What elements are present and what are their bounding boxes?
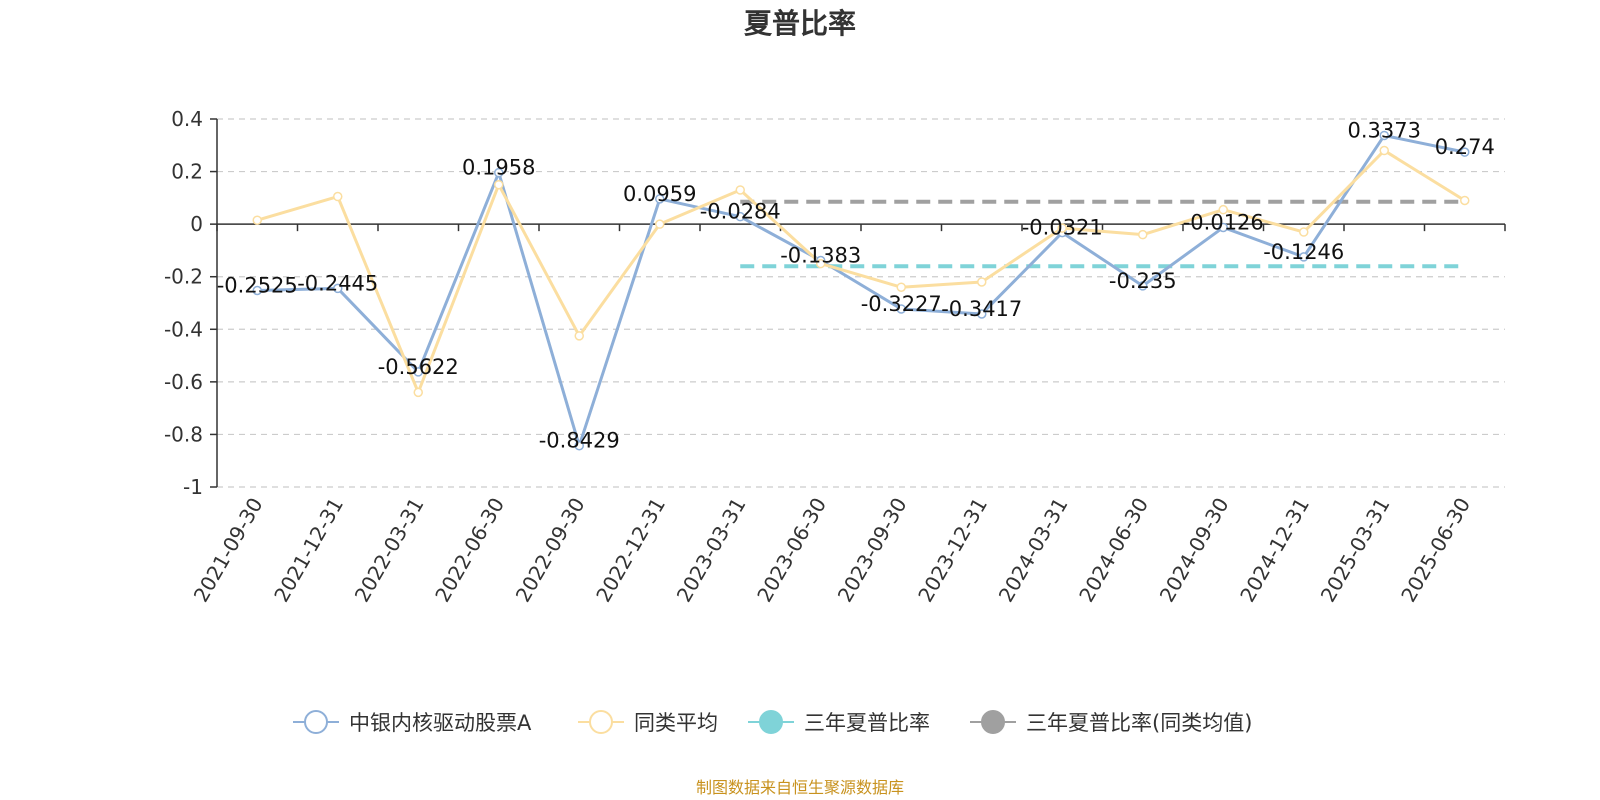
x-tick-label: 2024-12-31 (1235, 494, 1314, 607)
footer-source: 制图数据来自恒生聚源数据库 (696, 778, 904, 797)
data-label: -0.0126 (1183, 210, 1264, 234)
data-point (252, 285, 262, 296)
data-label: -0.3417 (941, 297, 1022, 321)
chart-title: 夏普比率 (744, 7, 856, 40)
y-tick-label: -0.6 (164, 370, 203, 394)
series-line-1 (256, 149, 1466, 394)
y-tick-label: -0.8 (164, 422, 203, 446)
y-axis-ticks: 0.4 0.2 0 -0.2 -0.4 -0.6 -0.8 -1 (164, 107, 217, 499)
legend: 中银内核驱动股票A 同类平均 三年夏普比率 三年夏普比率(同类均值) (293, 710, 1252, 735)
data-point (1299, 227, 1309, 237)
legend-marker (759, 710, 783, 734)
x-tick-label: 2025-03-31 (1316, 494, 1395, 607)
data-point (1138, 281, 1148, 291)
y-tick-label: -0.2 (164, 265, 203, 289)
data-point (655, 194, 665, 204)
data-point (1218, 222, 1228, 233)
x-tick-label: 2024-03-31 (994, 494, 1073, 607)
x-tick-label: 2021-09-30 (189, 494, 268, 607)
data-point (1299, 252, 1309, 262)
legend-marker (304, 710, 328, 734)
data-point (494, 179, 504, 190)
data-point (1379, 130, 1389, 141)
data-point (977, 277, 987, 287)
x-tick-label: 2025-06-30 (1396, 494, 1475, 607)
data-label: -0.2525 (217, 274, 298, 298)
data-point (333, 283, 343, 294)
data-label: 0.1958 (462, 156, 535, 180)
reference-lines (740, 199, 1465, 269)
data-label: -0.3227 (861, 292, 942, 316)
x-axis-ticks: 2021-09-30 2021-12-31 2022-03-31 2022-06-30… (189, 224, 1506, 607)
x-tick-label: 2023-09-30 (833, 494, 912, 607)
data-point (413, 367, 423, 377)
x-tick-label: 2022-12-31 (591, 494, 670, 607)
data-label: -0.5622 (378, 355, 459, 379)
legend-label: 三年夏普比率 (804, 711, 930, 735)
data-point (1460, 147, 1470, 157)
x-tick-label: 2022-06-30 (430, 494, 509, 607)
y-tick-label: -0.4 (164, 317, 203, 341)
legend-label: 中银内核驱动股票A (349, 711, 532, 735)
data-point (735, 185, 745, 195)
x-tick-label: 2021-12-31 (269, 494, 348, 607)
data-point (1460, 195, 1470, 206)
data-label: -0.2445 (297, 271, 378, 295)
data-label: -0.0321 (1022, 216, 1103, 240)
series-line-0 (257, 133, 1466, 448)
data-label: 0.0959 (623, 182, 696, 206)
data-point (494, 167, 504, 178)
x-tick-label: 2023-03-31 (672, 494, 751, 607)
x-tick-label: 2022-09-30 (511, 494, 590, 607)
data-point (655, 219, 665, 229)
series-points (252, 130, 1470, 451)
y-tick-label: 0.2 (171, 160, 203, 184)
data-point (896, 282, 906, 292)
data-labels: -0.2525 -0.2445 -0.5622 0.1958 -0.8429 0.0959… (217, 118, 1495, 452)
y-tick-label: 0.4 (171, 107, 203, 131)
data-point (333, 191, 343, 202)
data-point (252, 215, 262, 225)
data-label: 0.274 (1435, 135, 1495, 159)
data-label: -0.0284 (700, 200, 781, 224)
data-point (1138, 229, 1148, 240)
legend-label: 同类平均 (634, 711, 718, 735)
legend-marker (589, 710, 613, 734)
data-label: -0.8429 (539, 429, 620, 453)
y-tick-label: -1 (183, 475, 203, 499)
data-point (816, 258, 826, 269)
x-tick-label: 2023-06-30 (752, 494, 831, 607)
data-point (1218, 204, 1228, 215)
data-point (574, 331, 584, 341)
legend-marker (981, 710, 1005, 734)
legend-label: 三年夏普比率(同类均值) (1026, 711, 1252, 735)
x-tick-label: 2024-09-30 (1155, 494, 1234, 607)
x-tick-label: 2022-03-31 (350, 494, 429, 607)
x-tick-label: 2023-12-31 (913, 494, 992, 607)
data-point (1379, 145, 1389, 156)
data-label: -0.1383 (780, 243, 861, 267)
x-tick-label: 2024-06-30 (1074, 494, 1153, 607)
data-point (977, 309, 987, 319)
data-point (1057, 223, 1067, 233)
y-tick-label: 0 (190, 212, 203, 236)
data-point (574, 440, 584, 451)
data-label: -0.235 (1109, 269, 1177, 293)
data-point (413, 387, 423, 398)
data-label: 0.3373 (1348, 118, 1421, 142)
data-label: -0.1246 (1263, 240, 1344, 264)
series-lines (256, 133, 1466, 448)
data-point (896, 304, 906, 314)
data-point (735, 211, 745, 222)
